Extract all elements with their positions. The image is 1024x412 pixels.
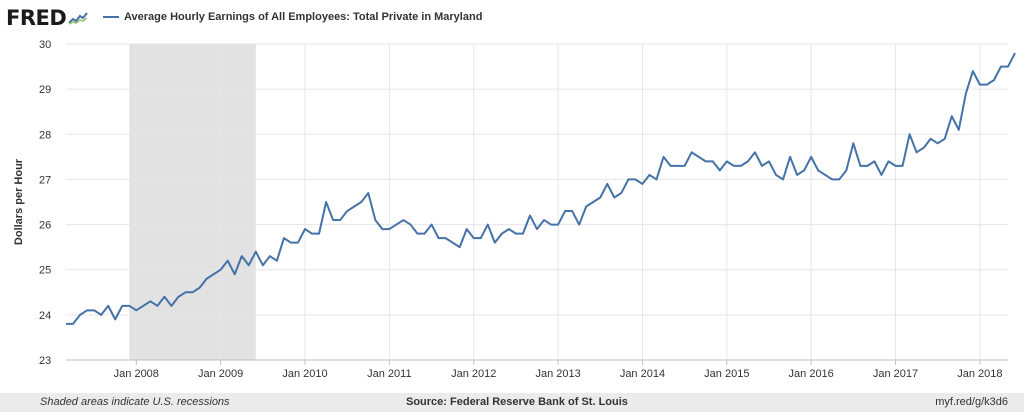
x-tick-label: Jan 2014 bbox=[620, 368, 665, 380]
chart-header: FRED Average Hourly Earnings of All Empl… bbox=[0, 0, 1024, 36]
x-axis: Jan 2008 Jan 2009 Jan 2010 Jan 2011 Jan 2012… bbox=[66, 360, 1008, 380]
x-tick-label: Jan 2016 bbox=[789, 368, 834, 380]
x-tick-label: Jan 2011 bbox=[367, 368, 411, 380]
y-tick-label: 25 bbox=[39, 265, 51, 277]
y-tick-label: 28 bbox=[39, 129, 51, 141]
legend-swatch bbox=[103, 16, 119, 18]
source-text: Source: Federal Reserve Bank of St. Loui… bbox=[406, 396, 628, 408]
x-tick-label: Jan 2017 bbox=[873, 368, 918, 380]
x-tick-label: Jan 2008 bbox=[114, 368, 159, 380]
x-tick-label: Jan 2012 bbox=[451, 368, 496, 380]
y-tick-label: 26 bbox=[39, 220, 51, 232]
y-tick-label: 24 bbox=[39, 310, 51, 322]
recession-layer bbox=[129, 44, 256, 360]
y-axis: 23 24 25 26 27 28 29 30 bbox=[39, 39, 51, 367]
y-tick-label: 30 bbox=[39, 39, 51, 51]
line-chart: 23 24 25 26 27 28 29 30 Jan 2008 Jan 2009 Jan 201… bbox=[0, 36, 1024, 393]
legend-label: Average Hourly Earnings of All Employees… bbox=[124, 11, 482, 23]
y-axis-title: Dollars per Hour bbox=[13, 158, 25, 245]
x-tick-label: Jan 2018 bbox=[957, 368, 1002, 380]
fred-logo-text: FRED bbox=[6, 6, 66, 30]
y-tick-label: 29 bbox=[39, 84, 51, 96]
y-tick-label: 27 bbox=[39, 174, 51, 186]
recession-note: Shaded areas indicate U.S. recessions bbox=[40, 396, 230, 408]
short-link[interactable]: myf.red/g/k3d6 bbox=[935, 396, 1008, 408]
fred-logo[interactable]: FRED bbox=[6, 6, 88, 30]
x-tick-label: Jan 2010 bbox=[282, 368, 327, 380]
x-tick-label: Jan 2009 bbox=[198, 368, 243, 380]
y-tick-label: 23 bbox=[39, 355, 51, 367]
chart-legend: Average Hourly Earnings of All Employees… bbox=[103, 11, 482, 23]
x-tick-label: Jan 2013 bbox=[535, 368, 580, 380]
recession-band bbox=[129, 44, 256, 360]
fred-chart-icon bbox=[68, 11, 88, 25]
x-tick-label: Jan 2015 bbox=[704, 368, 749, 380]
chart-footer: Shaded areas indicate U.S. recessions So… bbox=[0, 393, 1024, 412]
